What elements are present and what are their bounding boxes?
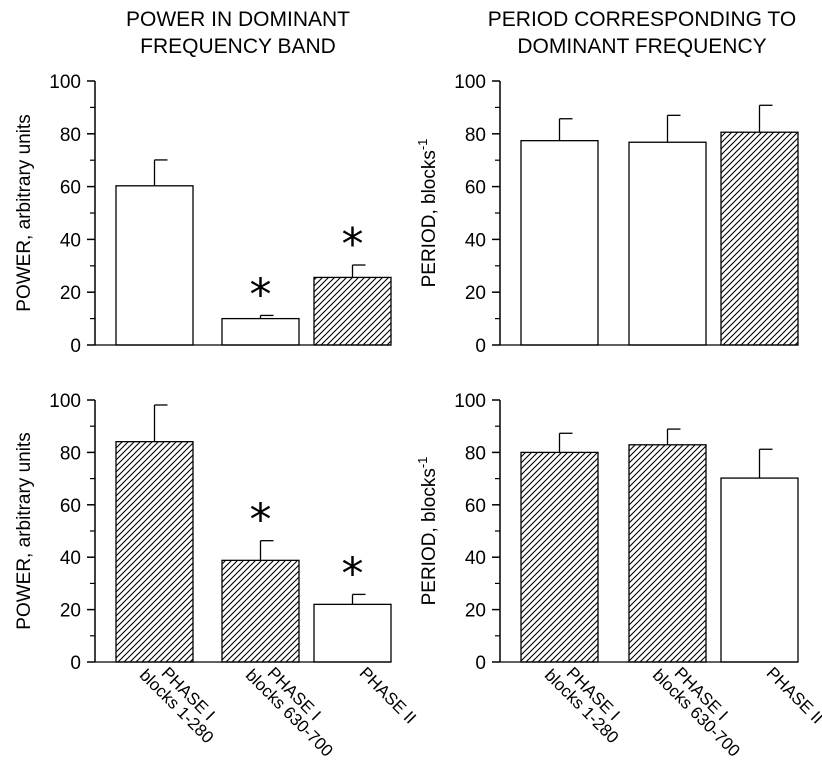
bar: [221, 559, 300, 663]
y-tick-label: 100: [49, 391, 81, 412]
right-title-line2: DOMINANT FREQUENCY: [517, 35, 766, 58]
significance-star: *: [342, 219, 364, 270]
category-label: PHASE Iblocks 1-280: [136, 653, 230, 747]
y-tick-label: 60: [60, 178, 81, 199]
y-axis-label: PERIOD, blocks-1: [415, 457, 440, 606]
left-title-line1: POWER IN DOMINANT: [126, 8, 350, 31]
chart-panels: 0 20 40 60 80 100 POWER, arbitrary units * * 0 20 4…: [14, 72, 822, 760]
y-tick-label: 20: [465, 283, 486, 304]
panel-bottom-right: 0 20 40 60 80 100 PERIOD, blocks-1 PHASE Iblock…: [415, 391, 822, 760]
y-tick-label: 40: [465, 230, 486, 251]
bar: [115, 441, 194, 663]
significance-star: *: [250, 495, 272, 546]
y-tick-label: 0: [70, 336, 81, 357]
y-tick-label: 100: [454, 391, 486, 412]
category-label: PHASE Iblocks 630-700: [649, 653, 756, 760]
bar: [720, 477, 799, 663]
panel-top-right: 0 20 40 60 80 100 PERIOD, blocks-1: [415, 72, 799, 357]
y-tick-label: 40: [465, 548, 486, 569]
bar: [628, 444, 707, 663]
category-label: PHASE Iblocks 630-700: [242, 653, 349, 760]
y-tick-label: 20: [60, 283, 81, 304]
y-tick-label: 0: [70, 653, 81, 674]
y-tick-label: 40: [60, 230, 81, 251]
y-tick-label: 60: [60, 496, 81, 517]
y-axis-label: POWER, arbitrary units: [14, 114, 35, 311]
category-label-line: PHASE II: [356, 663, 420, 727]
y-tick-label: 20: [465, 601, 486, 622]
bar: [520, 140, 599, 346]
y-axis-label-superscript: -1: [415, 457, 430, 469]
y-tick-label: 80: [465, 125, 486, 146]
y-tick-label: 100: [49, 72, 81, 93]
y-axis-label-superscript: -1: [415, 139, 430, 151]
category-label: PHASE II: [356, 663, 420, 727]
y-tick-label: 60: [465, 496, 486, 517]
y-axis-label: PERIOD, blocks-1: [415, 139, 440, 288]
y-tick-label: 0: [475, 336, 486, 357]
significance-star: *: [342, 548, 364, 599]
bar: [520, 451, 599, 663]
category-label: PHASE II: [763, 663, 822, 727]
category-label: PHASE Iblocks 1-280: [541, 653, 635, 747]
y-tick-label: 80: [60, 443, 81, 464]
bar: [221, 317, 300, 346]
bar: [720, 131, 799, 346]
y-tick-label: 100: [454, 72, 486, 93]
y-tick-label: 80: [60, 125, 81, 146]
panel-top-left: 0 20 40 60 80 100 POWER, arbitrary units * *: [14, 72, 392, 357]
y-tick-label: 80: [465, 443, 486, 464]
significance-star: *: [250, 269, 272, 320]
y-tick-label: 20: [60, 601, 81, 622]
bar: [313, 276, 392, 346]
category-label-line: PHASE II: [763, 663, 822, 727]
bar: [115, 185, 194, 346]
panel-bottom-left: 0 20 40 60 80 100 POWER, arbitrary units * * PHAS…: [14, 391, 420, 760]
y-tick-label: 60: [465, 178, 486, 199]
bar: [313, 603, 392, 663]
right-title-line1: PERIOD CORRESPONDING TO: [488, 8, 796, 31]
left-title-line2: FREQUENCY BAND: [140, 35, 336, 58]
bar: [628, 141, 707, 346]
y-axis-label: POWER, arbitrary units: [14, 432, 35, 629]
y-tick-label: 0: [475, 653, 486, 674]
y-tick-label: 40: [60, 548, 81, 569]
